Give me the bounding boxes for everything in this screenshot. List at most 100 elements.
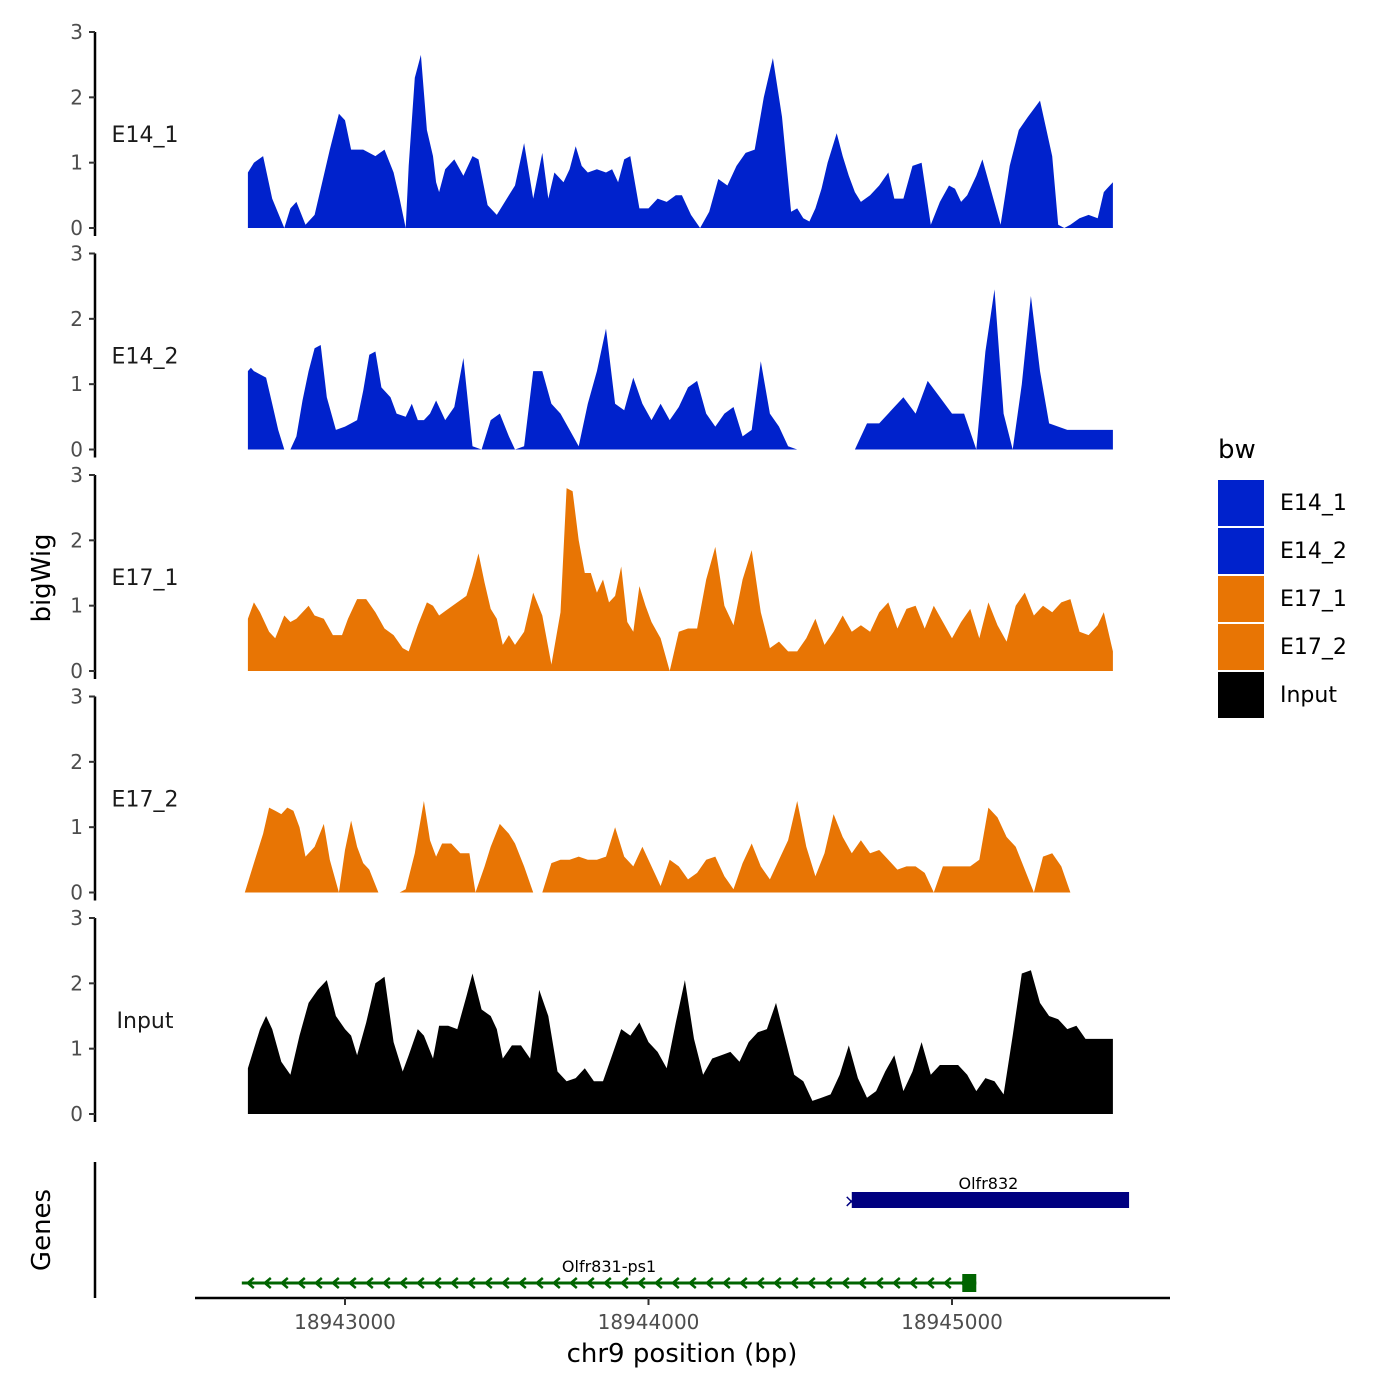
y-tick-label: 1 (70, 594, 83, 618)
legend-title: bw (1218, 435, 1256, 465)
track-panel: 0 1 2 3 Input (70, 906, 1113, 1126)
legend-item: E17_2 (1218, 624, 1347, 670)
legend-label: E17_2 (1280, 635, 1347, 660)
gene-strand-arrow (347, 1277, 357, 1289)
y-tick-label: 0 (70, 1102, 83, 1126)
gene-strand-arrow (653, 1277, 663, 1289)
y-tick-label: 0 (70, 881, 83, 905)
gene-strand-arrow (823, 1277, 833, 1289)
coverage-area (247, 488, 1113, 671)
coverage-area (247, 970, 1113, 1114)
gene-strand-arrow (449, 1277, 459, 1289)
gene-strand-arrow (262, 1277, 272, 1289)
y-tick-label: 2 (70, 307, 83, 331)
gene-exon-block (962, 1274, 977, 1292)
x-axis-title: chr9 position (bp) (567, 1339, 798, 1369)
legend: E14_1 E14_2 E17_1 E17_2 Input (1218, 480, 1347, 718)
gene-strand-arrow (313, 1277, 323, 1289)
gene-strand-arrow (364, 1277, 374, 1289)
x-axis: 18943000 18944000 18945000 (195, 1296, 1170, 1334)
legend-item: Input (1218, 672, 1337, 718)
gene-strand-arrow (483, 1277, 493, 1289)
gene-strand-arrow (517, 1277, 527, 1289)
gene-strand-arrow (330, 1277, 340, 1289)
legend-label: E14_1 (1280, 491, 1347, 516)
gene-strand-arrow (602, 1277, 612, 1289)
gene-strand-arrow (704, 1277, 714, 1289)
track-panels: 0 1 2 3 E14_1 0 1 2 3 E14_2 0 1 2 3 E17_1 0 1 2 3 E17_2 0 1 2 3… (70, 20, 1113, 1126)
gene-strand-arrow (381, 1277, 391, 1289)
track-panel: 0 1 2 3 E14_2 (70, 242, 1113, 462)
gene-strand-arrow (874, 1277, 884, 1289)
y-tick-label: 1 (70, 372, 83, 396)
gene-strand-arrow (857, 1277, 867, 1289)
gene-strand-arrow (840, 1277, 850, 1289)
gene-strand-arrow (687, 1277, 697, 1289)
legend-swatch (1218, 528, 1264, 574)
y-tick-label: 3 (70, 20, 83, 44)
gene-strand-arrow (568, 1277, 578, 1289)
track-panel: 0 1 2 3 E17_1 (70, 463, 1113, 683)
gene-strand-arrow (415, 1277, 425, 1289)
legend-swatch (1218, 576, 1264, 622)
gene-strand-arrow (466, 1277, 476, 1289)
gene-strand-arrow (245, 1277, 255, 1289)
track-panel: 0 1 2 3 E14_1 (70, 20, 1113, 240)
y-tick-label: 0 (70, 216, 83, 240)
gene-strand-arrow (721, 1277, 731, 1289)
legend-swatch (1218, 624, 1264, 670)
gene-strand-arrow (619, 1277, 629, 1289)
gene-model: × Olfr832 (844, 1174, 1130, 1212)
gene-strand-arrow (551, 1277, 561, 1289)
gene-strand-arrow (296, 1277, 306, 1289)
genes-panel-title: Genes (27, 1189, 57, 1271)
y-tick-label: 1 (70, 151, 83, 175)
gene-exon-bar (851, 1192, 1130, 1208)
gene-strand-arrow (432, 1277, 442, 1289)
legend-swatch (1218, 672, 1264, 718)
legend-item: E14_1 (1218, 480, 1347, 526)
genes-panel: × Olfr832 Olfr831-ps1 (93, 1162, 1130, 1298)
coverage-area (247, 54, 1113, 229)
gene-strand-arrow (891, 1277, 901, 1289)
gene-strand-marker: × (844, 1191, 859, 1212)
gene-strand-arrow (772, 1277, 782, 1289)
gene-strand-arrow (279, 1277, 289, 1289)
gene-strand-arrow (398, 1277, 408, 1289)
y-tick-label: 3 (70, 242, 83, 266)
legend-swatch (1218, 480, 1264, 526)
gene-name-label: Olfr831-ps1 (562, 1257, 656, 1276)
legend-item: E17_1 (1218, 576, 1347, 622)
gene-model: Olfr831-ps1 (241, 1257, 977, 1292)
x-tick-label: 18943000 (294, 1310, 396, 1334)
track-name-label: E14_1 (112, 123, 179, 148)
gene-strand-arrow (806, 1277, 816, 1289)
y-tick-label: 1 (70, 1037, 83, 1061)
y-tick-label: 3 (70, 463, 83, 487)
track-name-label: E17_1 (112, 566, 179, 591)
track-name-label: Input (117, 1009, 174, 1034)
gene-strand-arrow (500, 1277, 510, 1289)
gene-strand-arrow (789, 1277, 799, 1289)
gene-strand-arrow (738, 1277, 748, 1289)
y-tick-label: 0 (70, 438, 83, 462)
y-axis-title: bigWig (27, 533, 57, 622)
track-panel: 0 1 2 3 E17_2 (70, 685, 1113, 905)
x-tick-label: 18945000 (901, 1310, 1003, 1334)
gene-name-label: Olfr832 (959, 1174, 1019, 1193)
gene-strand-arrow (942, 1277, 952, 1289)
y-tick-label: 1 (70, 815, 83, 839)
y-tick-label: 2 (70, 750, 83, 774)
legend-item: E14_2 (1218, 528, 1347, 574)
y-tick-label: 2 (70, 971, 83, 995)
gene-strand-arrow (755, 1277, 765, 1289)
y-tick-label: 2 (70, 85, 83, 109)
legend-label: Input (1280, 683, 1337, 708)
gene-strand-arrow (636, 1277, 646, 1289)
gene-strand-arrow (585, 1277, 595, 1289)
gene-strand-arrow (908, 1277, 918, 1289)
gene-strand-arrow (925, 1277, 935, 1289)
y-tick-label: 0 (70, 659, 83, 683)
track-name-label: E14_2 (112, 345, 179, 370)
track-name-label: E17_2 (112, 788, 179, 813)
